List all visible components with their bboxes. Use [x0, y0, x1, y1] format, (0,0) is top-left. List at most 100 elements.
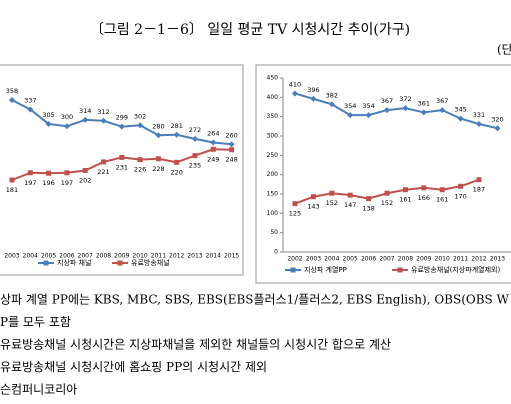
legend-marker: [43, 260, 49, 266]
data-label: 314: [79, 107, 91, 115]
marker: [155, 132, 162, 139]
marker: [366, 196, 372, 202]
data-label: 372: [399, 95, 411, 103]
unit: (단: [497, 43, 511, 57]
data-label: 161: [399, 196, 411, 204]
marker: [82, 116, 89, 123]
x-tick-label: 2012: [471, 256, 486, 263]
x-tick-label: 2010: [435, 256, 450, 263]
data-label: 305: [42, 111, 54, 119]
data-label: 320: [491, 115, 503, 123]
data-label: 367: [436, 97, 448, 105]
y-tick-label: 200: [267, 171, 279, 178]
marker: [192, 153, 198, 159]
legend-label: 지상파 계열PP: [304, 265, 347, 274]
data-label: 367: [381, 97, 393, 105]
data-label: 235: [189, 162, 201, 170]
y-tick-label: 450: [267, 75, 279, 82]
series-line: [11, 99, 232, 146]
marker: [229, 147, 235, 153]
x-tick-label: 2003: [306, 256, 321, 263]
marker: [45, 120, 52, 127]
marker: [292, 201, 298, 207]
x-tick-label: 2006: [361, 256, 376, 263]
marker: [402, 105, 409, 112]
data-label: 202: [79, 177, 91, 185]
data-label: 187: [473, 186, 485, 194]
marker: [439, 187, 445, 193]
data-label: 345: [454, 106, 466, 114]
x-tick-label: 2009: [114, 253, 129, 260]
marker: [9, 97, 15, 103]
marker: [119, 154, 125, 160]
marker: [310, 194, 316, 200]
marker: [439, 107, 446, 114]
note: 상파 계열 PP에는 KBS, MBC, SBS, EBS(EBS플러스1/플러…: [0, 293, 510, 307]
data-label: 196: [42, 179, 54, 187]
y-tick-label: 0: [274, 249, 278, 256]
marker: [118, 123, 125, 130]
marker: [228, 141, 235, 148]
x-tick-label: 2011: [151, 253, 166, 260]
y-tick-label: 350: [267, 113, 279, 120]
data-label: 337: [24, 96, 36, 104]
data-label: 161: [436, 196, 448, 204]
data-label: 170: [454, 192, 466, 200]
marker: [365, 112, 372, 119]
data-label: 331: [473, 111, 485, 119]
marker: [329, 190, 335, 196]
x-tick-label: 2009: [416, 256, 431, 263]
y-tick-label: 50: [270, 229, 278, 236]
data-label: 300: [61, 113, 73, 121]
marker: [27, 106, 34, 113]
x-tick-label: 2010: [132, 253, 147, 260]
marker: [27, 170, 33, 176]
data-label: 361: [418, 99, 430, 107]
x-tick-label: 2011: [453, 256, 468, 263]
marker: [384, 190, 390, 196]
data-label: 249: [207, 155, 219, 163]
marker: [292, 90, 298, 97]
x-tick-label: 2014: [206, 253, 221, 260]
note: 슨컴퍼니코리아: [0, 383, 77, 397]
marker: [100, 117, 107, 124]
x-tick-label: 2004: [324, 256, 339, 263]
legend-label: 유료방송채널(지상파계열제외): [411, 265, 500, 274]
data-label: 410: [289, 80, 301, 88]
data-label: 125: [289, 210, 301, 218]
panel: [0, 64, 244, 276]
legend-marker: [397, 267, 403, 273]
legend-marker: [117, 260, 123, 266]
data-label: 302: [134, 112, 146, 120]
marker: [137, 157, 143, 163]
data-label: 228: [152, 165, 164, 173]
data-label: 221: [97, 168, 109, 176]
data-label: 312: [97, 108, 109, 116]
legend-label: 지상파 채널: [57, 258, 91, 267]
marker: [9, 177, 15, 183]
marker: [420, 109, 427, 116]
y-tick-label: 250: [267, 152, 279, 159]
marker: [476, 177, 482, 183]
marker: [347, 192, 353, 198]
data-label: 396: [307, 86, 319, 94]
marker: [421, 185, 427, 191]
y-tick-label: 400: [267, 94, 279, 101]
marker: [347, 112, 354, 119]
legend-label: 유료방송채널: [131, 258, 170, 267]
data-label: 260: [225, 131, 237, 139]
data-label: 197: [24, 179, 36, 187]
data-label: 299: [116, 114, 128, 122]
y-tick-label: 300: [267, 133, 279, 140]
panel: [255, 64, 511, 284]
x-tick-label: 2013: [187, 253, 202, 260]
x-tick-label: 2008: [398, 256, 413, 263]
x-tick-label: 2004: [23, 253, 38, 260]
marker: [63, 123, 70, 130]
marker: [458, 183, 464, 189]
data-label: 181: [6, 186, 18, 194]
data-label: 354: [344, 102, 356, 110]
data-label: 226: [134, 166, 146, 174]
data-label: 272: [189, 126, 201, 134]
